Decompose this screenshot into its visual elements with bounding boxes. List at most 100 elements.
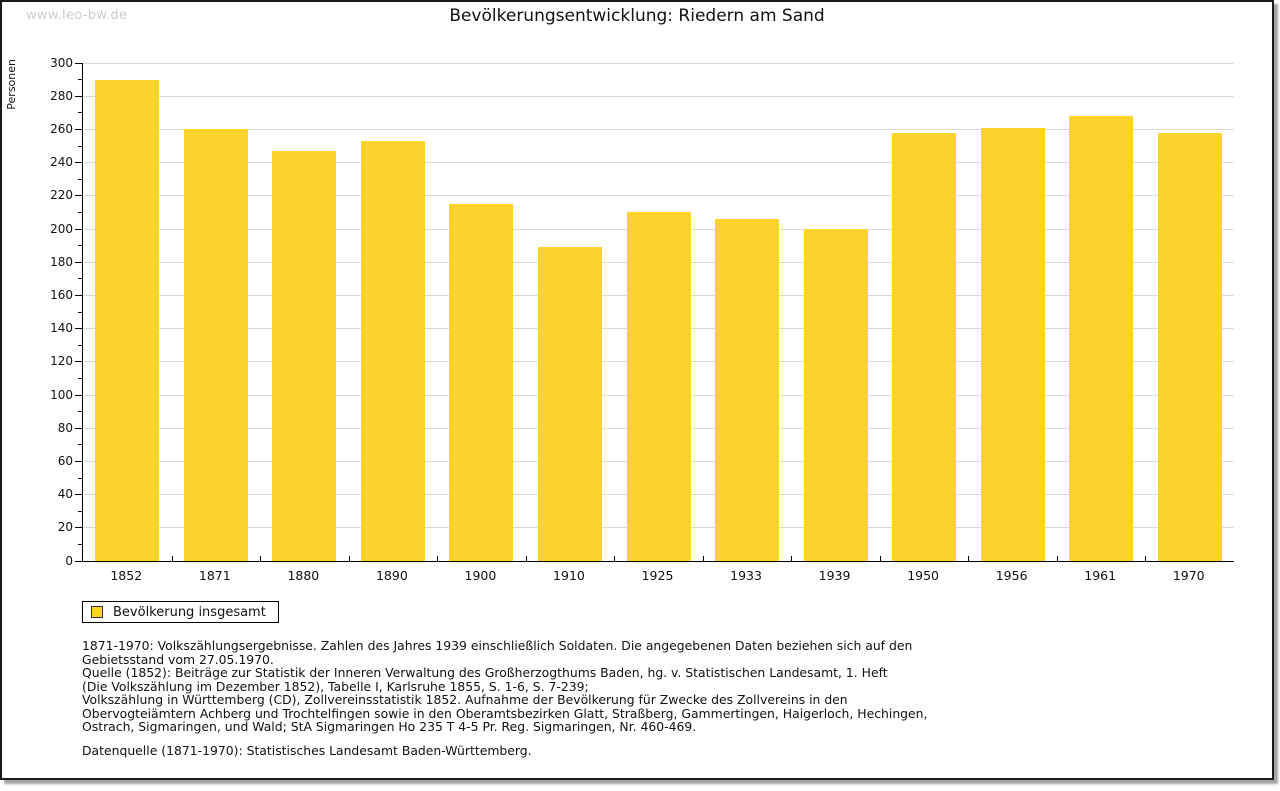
- y-minor-tick-170: [78, 278, 82, 280]
- x-tick-label-1890: 1890: [375, 568, 408, 583]
- bar-1939: [803, 229, 868, 561]
- x-boundary-tick-4: [437, 556, 439, 561]
- y-tick-label-40: 40: [57, 487, 73, 502]
- watermark: www.leo-bw.de: [26, 8, 128, 23]
- y-tick-label-60: 60: [57, 453, 73, 468]
- bar-1925: [626, 212, 691, 561]
- y-tick-label-160: 160: [50, 287, 73, 302]
- y-tick-label-80: 80: [57, 420, 73, 435]
- y-major-tick-0: [75, 560, 82, 562]
- y-tick-label-0: 0: [65, 553, 73, 568]
- footnote-line-6: Obervogteiämtern Achberg und Trochtelfin…: [82, 705, 928, 721]
- y-major-tick-180: [75, 261, 82, 263]
- gridline-280: [83, 95, 1234, 97]
- x-boundary-tick-8: [791, 556, 793, 561]
- y-minor-tick-250: [78, 145, 82, 147]
- y-major-tick-160: [75, 294, 82, 296]
- x-tick-label-1852: 1852: [110, 568, 143, 583]
- x-tick-label-1939: 1939: [818, 568, 851, 583]
- x-boundary-tick-9: [879, 556, 881, 561]
- y-tick-label-300: 300: [50, 55, 73, 70]
- legend-swatch: [91, 606, 103, 618]
- y-minor-tick-270: [78, 112, 82, 114]
- y-major-tick-220: [75, 195, 82, 197]
- bar-1890: [360, 141, 425, 561]
- y-minor-tick-210: [78, 211, 82, 213]
- x-tick-label-1871: 1871: [198, 568, 231, 583]
- x-boundary-tick-11: [1056, 556, 1058, 561]
- footnotes: 1871-1970: Volkszählungsergebnisse. Zahl…: [82, 639, 927, 734]
- x-tick-label-1970: 1970: [1172, 568, 1205, 583]
- data-source: Datenquelle (1871-1970): Statistisches L…: [82, 743, 532, 758]
- y-minor-tick-230: [78, 178, 82, 180]
- footnote-line-5: Volkszählung in Württemberg (CD), Zollve…: [82, 692, 848, 707]
- x-tick-label-1933: 1933: [730, 568, 762, 583]
- y-tick-label-100: 100: [50, 387, 73, 402]
- y-tick-label-180: 180: [50, 254, 73, 269]
- x-tick-label-1950: 1950: [907, 568, 940, 583]
- x-boundary-tick-12: [1145, 556, 1147, 561]
- gridline-260: [83, 128, 1234, 130]
- y-tick-label-240: 240: [50, 155, 73, 170]
- x-boundary-tick-3: [348, 556, 350, 561]
- x-boundary-tick-5: [525, 556, 527, 561]
- x-tick-label-1956: 1956: [995, 568, 1028, 583]
- bar-1933: [715, 219, 780, 561]
- y-minor-tick-10: [78, 543, 82, 545]
- footnote-line-7: Ostrach, Sigmaringen, und Wald; StA Sigm…: [82, 719, 697, 734]
- y-major-tick-80: [75, 427, 82, 429]
- x-tick-label-1880: 1880: [287, 568, 320, 583]
- footnote-line-4: (Die Volkszählung im Dezember 1852), Tab…: [82, 678, 589, 694]
- gridline-300: [83, 62, 1234, 64]
- footnote-line-1: 1871-1970: Volkszählungsergebnisse. Zahl…: [82, 638, 913, 653]
- bar-1961: [1069, 116, 1134, 561]
- footnote-line-2: Gebietsstand vom 27.05.1970.: [82, 651, 274, 667]
- y-major-tick-40: [75, 494, 82, 496]
- x-tick-label-1900: 1900: [464, 568, 497, 583]
- y-major-tick-300: [75, 62, 82, 64]
- y-tick-label-20: 20: [57, 520, 73, 535]
- y-major-tick-20: [75, 527, 82, 529]
- y-minor-tick-30: [78, 510, 82, 512]
- x-boundary-tick-7: [702, 556, 704, 561]
- y-minor-tick-110: [78, 377, 82, 379]
- y-tick-label-220: 220: [50, 188, 73, 203]
- y-minor-tick-150: [78, 311, 82, 313]
- x-tick-label-1925: 1925: [641, 568, 674, 583]
- bar-1900: [449, 204, 514, 561]
- bar-1970: [1157, 132, 1222, 561]
- x-tick-label-1910: 1910: [553, 568, 585, 583]
- y-major-tick-100: [75, 394, 82, 396]
- y-major-tick-120: [75, 361, 82, 363]
- y-tick-label-200: 200: [50, 221, 73, 236]
- gridline-240: [83, 162, 1234, 164]
- bar-1950: [892, 132, 957, 561]
- x-tick-label-1961: 1961: [1084, 568, 1117, 583]
- y-major-tick-260: [75, 128, 82, 130]
- y-major-tick-60: [75, 460, 82, 462]
- x-boundary-tick-10: [968, 556, 970, 561]
- bar-1880: [272, 150, 337, 561]
- y-tick-label-120: 120: [50, 354, 73, 369]
- bar-1956: [980, 127, 1045, 561]
- y-minor-tick-290: [78, 79, 82, 81]
- x-boundary-tick-2: [260, 556, 262, 561]
- y-major-tick-140: [75, 328, 82, 330]
- chart-title: Bevölkerungsentwicklung: Riedern am Sand: [449, 6, 825, 26]
- x-boundary-tick-6: [614, 556, 616, 561]
- gridline-220: [83, 195, 1234, 197]
- y-major-tick-200: [75, 228, 82, 230]
- y-minor-tick-190: [78, 245, 82, 247]
- y-minor-tick-90: [78, 411, 82, 413]
- y-major-tick-280: [75, 95, 82, 97]
- legend-label: Bevölkerung insgesamt: [113, 604, 266, 620]
- bar-1910: [537, 247, 602, 561]
- y-tick-label-140: 140: [50, 321, 73, 336]
- y-tick-label-280: 280: [50, 88, 73, 103]
- bar-1852: [95, 79, 160, 561]
- y-tick-label-260: 260: [50, 121, 73, 136]
- y-minor-tick-50: [78, 477, 82, 479]
- y-minor-tick-70: [78, 444, 82, 446]
- footnote-line-3: Quelle (1852): Beiträge zur Statistik de…: [82, 665, 888, 680]
